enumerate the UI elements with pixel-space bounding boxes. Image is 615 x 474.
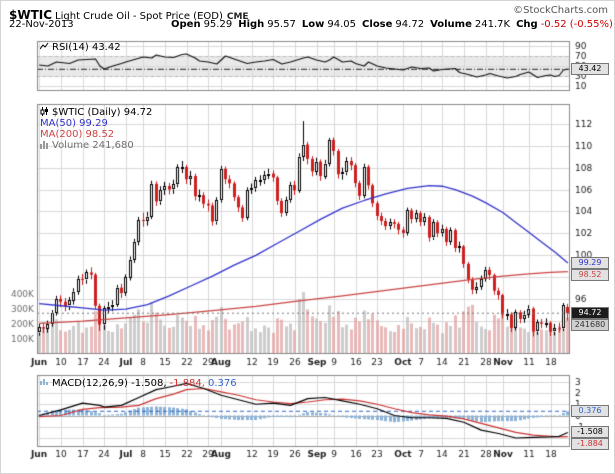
close-value: 94.72	[395, 19, 425, 30]
ma200-value-tag: 98.52	[571, 269, 609, 281]
rsi-legend-text: RSI(14) 43.42	[52, 42, 121, 53]
volume-value: 241.7K	[474, 19, 511, 30]
exchange-label: CME	[226, 12, 249, 22]
chart-date: 22-Nov-2013	[9, 19, 74, 30]
macd-value-tag: -1.508	[571, 426, 609, 438]
chg-value: -0.52 (-0.55%)	[540, 19, 613, 30]
macd-hist-value: 0.376	[207, 378, 237, 389]
candlestick-icon	[40, 107, 49, 119]
volume-bars-icon	[40, 140, 49, 152]
chart-title: Light Crude Oil - Spot Price (EOD)	[55, 11, 223, 22]
close-value-tag: 94.72	[571, 307, 609, 319]
chg-label: Chg	[516, 19, 538, 30]
low-label: Low	[301, 19, 325, 30]
macd-histogram-icon	[40, 378, 49, 390]
price-legend-text: $WTIC (Daily) 94.72	[52, 107, 153, 118]
macd-legend: MACD(12,26,9) -1.508, -1.884, 0.376	[40, 378, 240, 390]
rsi-value-tag: 43.42	[571, 63, 609, 75]
rsi-legend: RSI(14) 43.42	[39, 42, 121, 54]
volume-value-tag: 241680	[571, 319, 609, 331]
price-legend: $WTIC (Daily) 94.72	[40, 107, 152, 119]
open-value: 95.29	[203, 19, 233, 30]
macd-legend-text: MACD(12,26,9) -1.508,	[52, 378, 167, 389]
stockcharts-copyright: ©StockCharts.com	[513, 5, 608, 16]
volume-legend: Volume 241,680	[40, 140, 134, 152]
volume-legend-text: Volume 241,680	[52, 140, 134, 151]
macd-hist-tag: 0.376	[571, 405, 609, 417]
rsi-indicator-icon	[39, 42, 49, 54]
ma200-legend: MA(200) 98.52	[40, 129, 115, 140]
close-label: Close	[362, 19, 393, 30]
ma50-legend: MA(50) 99.29	[40, 118, 108, 129]
quote-row: Open 95.29 High 95.57 Low 94.05 Close 94.72 Volu…	[171, 19, 613, 30]
low-value: 94.05	[327, 19, 357, 30]
chart-header: $WTIC Light Crude Oil - Spot Price (EOD) C…	[9, 4, 249, 23]
high-value: 95.57	[267, 19, 296, 30]
macd-signal-value: -1.884,	[169, 378, 205, 389]
macd-signal-tag: -1.884	[571, 438, 609, 450]
volume-label: Volume	[430, 19, 472, 30]
high-label: High	[238, 19, 265, 30]
ma50-value-tag: 99.29	[571, 257, 609, 269]
symbol: $WTIC	[9, 8, 53, 22]
open-label: Open	[171, 19, 201, 30]
